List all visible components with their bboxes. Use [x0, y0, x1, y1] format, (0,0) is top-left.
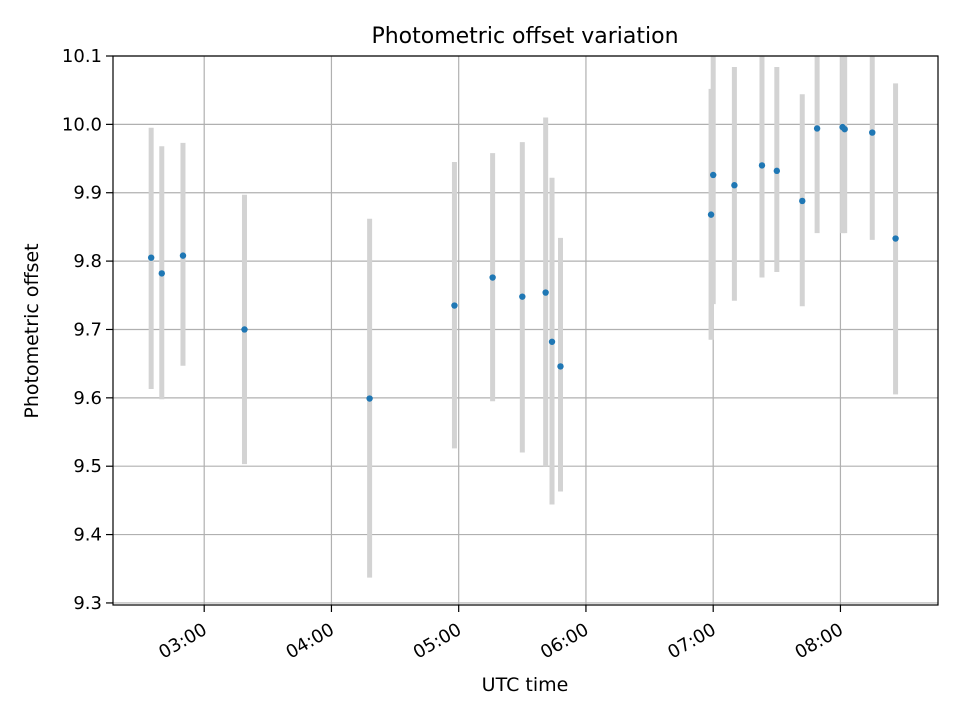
y-tick-label: 9.6	[73, 388, 102, 409]
data-point	[451, 302, 458, 309]
y-tick-label: 9.5	[73, 456, 102, 477]
data-point	[841, 125, 848, 133]
data-point	[489, 274, 496, 281]
y-tick-label: 9.9	[73, 183, 102, 204]
data-point	[519, 293, 526, 300]
data-point	[813, 125, 821, 132]
data-point	[707, 211, 715, 218]
y-tick-label: 9.3	[73, 593, 102, 614]
data-point	[548, 338, 556, 345]
data-point	[147, 254, 155, 261]
y-tick-label: 9.8	[73, 251, 102, 272]
data-point	[869, 129, 876, 136]
data-point	[892, 235, 899, 242]
data-point	[799, 197, 806, 205]
y-tick-label: 10.0	[62, 114, 102, 135]
chart-title: Photometric offset variation	[371, 24, 678, 49]
plot-area	[113, 56, 938, 605]
data-point	[709, 171, 717, 179]
plot-frame	[112, 55, 939, 606]
y-tick-label: 9.4	[73, 525, 102, 546]
data-point	[758, 162, 766, 169]
data-point	[557, 363, 564, 370]
y-axis-label: Photometric offset	[21, 243, 43, 418]
data-point	[542, 289, 549, 296]
data-point	[241, 326, 248, 333]
data-point	[731, 182, 738, 189]
y-axis-ticks: 9.3 9.4 9.5 9.6 9.7 9.8 9.9 10.0 10.1	[62, 46, 113, 614]
data-point	[366, 395, 373, 402]
data-point	[773, 167, 781, 175]
y-tick-label: 10.1	[62, 46, 102, 67]
data-point	[179, 252, 187, 259]
x-axis-label: UTC time	[482, 674, 569, 696]
data-points	[147, 123, 899, 402]
data-point	[158, 270, 165, 277]
y-tick-label: 9.7	[73, 319, 102, 340]
